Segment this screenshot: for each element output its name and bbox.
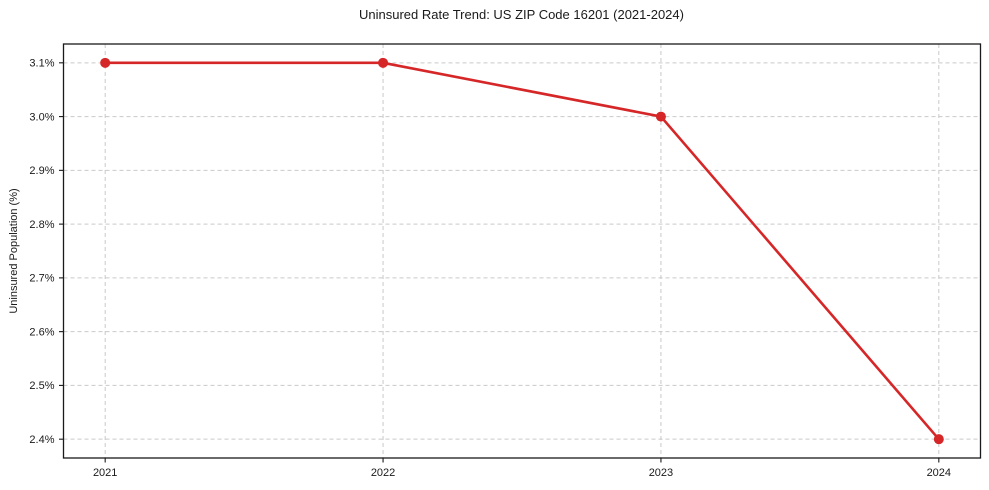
y-tick-label: 2.5%	[29, 380, 54, 392]
y-tick-label: 2.4%	[29, 434, 54, 446]
data-point-marker	[100, 57, 111, 68]
plot-border	[62, 43, 982, 459]
data-points	[100, 57, 944, 445]
y-tick-label: 2.8%	[29, 219, 54, 231]
x-tick-label: 2024	[927, 467, 951, 479]
axis-ticks: 2.4% 2.5% 2.6% 2.7% 2.8% 2.9% 3.0% 3.1% 2021 2022…	[29, 58, 951, 479]
series-line	[103, 61, 941, 441]
y-tick-label: 3.1%	[29, 58, 54, 70]
y-tick-label: 2.7%	[29, 273, 54, 285]
y-tick-label: 3.0%	[29, 111, 54, 123]
y-tick-label: 2.6%	[29, 326, 54, 338]
x-tick-label: 2022	[371, 467, 395, 479]
x-tick-label: 2023	[649, 467, 673, 479]
y-tick-label: 2.9%	[29, 165, 54, 177]
data-point-marker	[655, 111, 666, 122]
x-tick-label: 2021	[93, 467, 117, 479]
chart-title: Uninsured Rate Trend: US ZIP Code 16201 …	[359, 7, 684, 22]
data-point-marker	[933, 434, 944, 445]
gridlines	[63, 44, 981, 458]
data-point-marker	[378, 57, 389, 68]
